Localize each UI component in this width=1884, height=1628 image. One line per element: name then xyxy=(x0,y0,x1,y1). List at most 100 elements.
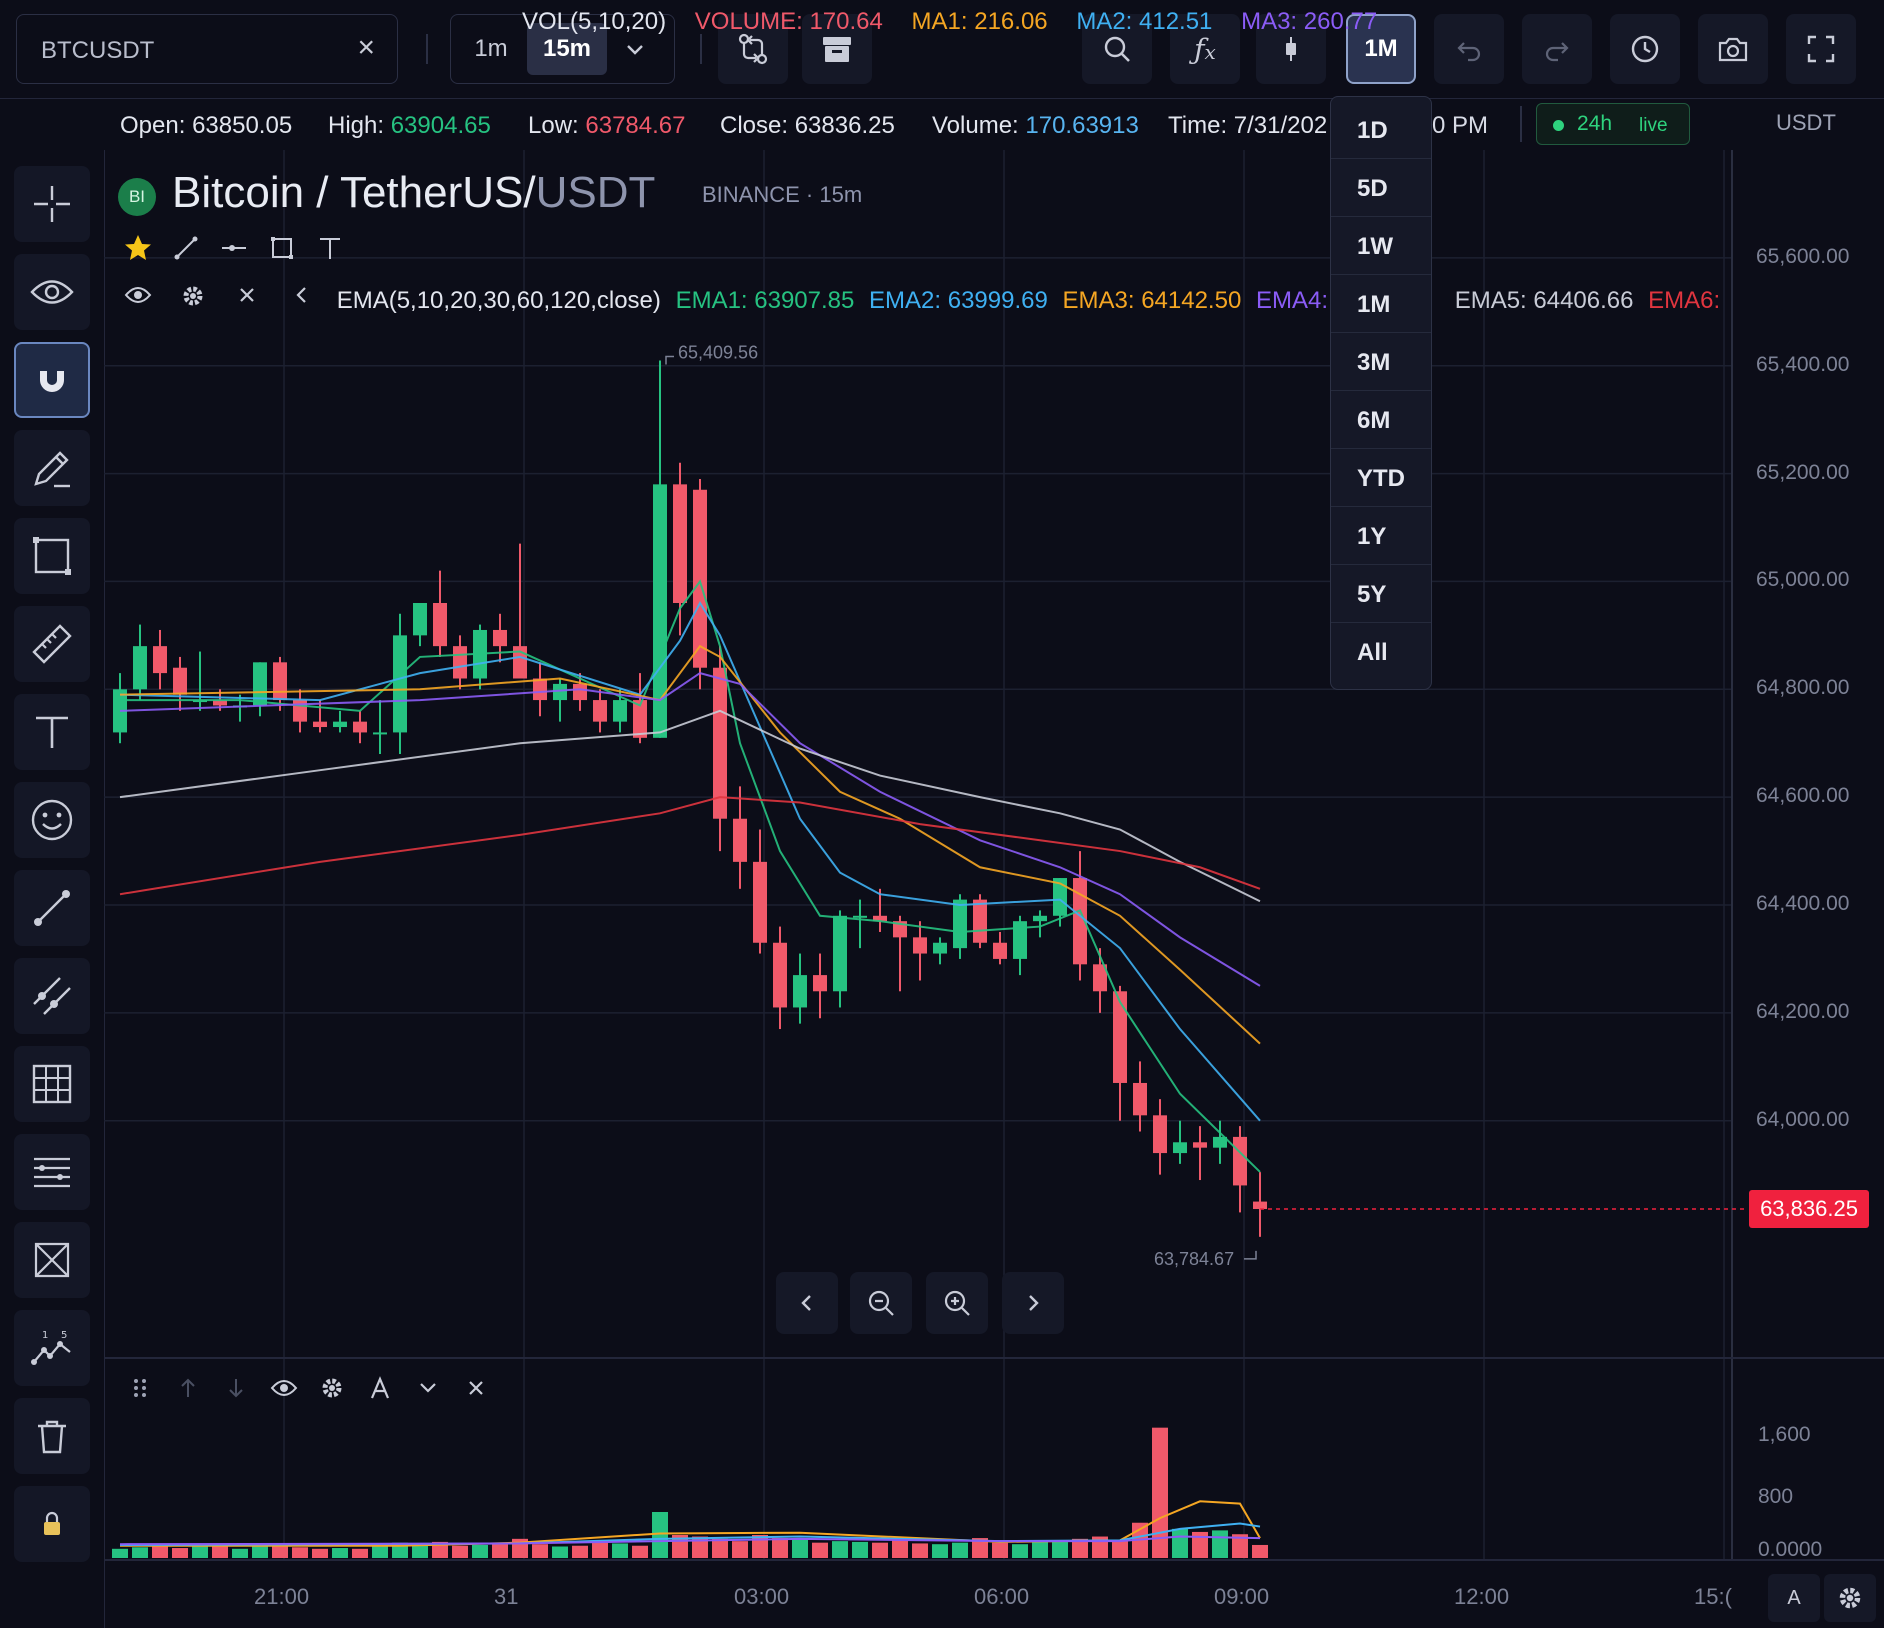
volume-bar xyxy=(252,1545,268,1558)
volume-indicator-header xyxy=(118,1364,1818,1410)
candle-body xyxy=(213,700,227,706)
volume-collapse-chevron-icon[interactable] xyxy=(408,1368,448,1408)
line-tool-icon[interactable] xyxy=(166,228,206,268)
grid-tool[interactable] xyxy=(14,1046,90,1122)
range-option-ytd[interactable]: YTD xyxy=(1331,449,1431,507)
range-1m-button[interactable]: 1M xyxy=(1346,14,1416,84)
volume-bar xyxy=(1032,1541,1048,1558)
rect-tool-icon[interactable] xyxy=(262,228,302,268)
max-price-annotation: 65,409.56 xyxy=(678,343,758,363)
move-up-arrow-icon[interactable] xyxy=(168,1368,208,1408)
candle-body xyxy=(873,915,887,922)
interval-1m-button[interactable]: 1m xyxy=(474,35,508,62)
volume-bar xyxy=(712,1538,728,1558)
visibility-tool[interactable] xyxy=(14,254,90,330)
pattern-tool[interactable] xyxy=(14,1222,90,1298)
candle-body xyxy=(733,818,747,862)
compare-symbol-button[interactable] xyxy=(718,14,788,84)
candle-body xyxy=(1033,915,1047,922)
range-option-5d[interactable]: 5D xyxy=(1331,159,1431,217)
emoji-tool[interactable] xyxy=(14,782,90,858)
candle-body xyxy=(253,662,267,706)
volume-bar xyxy=(1052,1541,1068,1558)
volume-auto-scale-icon[interactable] xyxy=(360,1368,400,1408)
history-button[interactable] xyxy=(1610,14,1680,84)
trend-line-tool[interactable] xyxy=(14,870,90,946)
range-option-1m[interactable]: 1M xyxy=(1331,275,1431,333)
drag-handle-icon[interactable] xyxy=(120,1368,160,1408)
scroll-right-button[interactable] xyxy=(1002,1272,1064,1334)
favorite-star-icon[interactable] xyxy=(118,228,158,268)
candle-body xyxy=(133,646,147,690)
ruler-tool[interactable] xyxy=(14,606,90,682)
camera-icon xyxy=(1718,37,1748,62)
lock-drawings-tool[interactable] xyxy=(14,1486,90,1562)
low-info: Low: 63784.67 xyxy=(528,112,685,140)
time-info: Time: 7/31/202 xyxy=(1168,112,1327,140)
parallel-channel-tool[interactable] xyxy=(14,958,90,1034)
text-tool[interactable] xyxy=(14,694,90,770)
chevron-down-icon[interactable] xyxy=(623,37,647,66)
undo-icon xyxy=(1457,42,1481,62)
range-option-1y[interactable]: 1Y xyxy=(1331,507,1431,565)
candle-body xyxy=(553,683,567,701)
volume-ma-line-ma3 xyxy=(119,1535,1261,1546)
clear-symbol-icon[interactable]: × xyxy=(357,31,375,64)
candle-body xyxy=(993,942,1007,959)
redo-button[interactable] xyxy=(1522,14,1592,84)
zoom-in-button[interactable] xyxy=(926,1272,988,1334)
ema-line-ema5 xyxy=(119,709,1261,903)
volume-bar xyxy=(272,1544,288,1558)
ema2-value: EMA2: 63999.69 xyxy=(869,287,1048,315)
range-option-1d[interactable]: 1D xyxy=(1331,101,1431,159)
time-axis-label: 21:00 xyxy=(254,1584,310,1609)
range-option-6m[interactable]: 6M xyxy=(1331,391,1431,449)
bitcoin-logo-icon: BI xyxy=(118,178,156,216)
live-status-badge[interactable]: 24h live xyxy=(1536,103,1690,145)
interval-15m-button[interactable]: 15m xyxy=(527,23,607,75)
magnet-tool[interactable] xyxy=(14,342,90,418)
chart-type-button[interactable] xyxy=(1256,14,1326,84)
symbol-text[interactable]: BTCUSDT xyxy=(41,37,155,64)
auto-scale-button[interactable]: A xyxy=(1768,1574,1820,1622)
fullscreen-button[interactable] xyxy=(1786,14,1856,84)
pencil-tool[interactable] xyxy=(14,430,90,506)
text-tool-icon[interactable] xyxy=(310,228,350,268)
volume-close-icon[interactable] xyxy=(456,1368,496,1408)
function-icon: ƒx xyxy=(1194,32,1216,66)
range-option-5y[interactable]: 5Y xyxy=(1331,565,1431,623)
ema-settings-gear-icon[interactable] xyxy=(173,284,213,320)
volume-bar xyxy=(912,1543,928,1558)
pair-name: Bitcoin / TetherUS/USDT xyxy=(172,168,655,218)
search-button[interactable] xyxy=(1082,14,1152,84)
crosshair-tool[interactable] xyxy=(14,166,90,242)
delete-drawings-tool[interactable] xyxy=(14,1398,90,1474)
volume-eye-icon[interactable] xyxy=(264,1368,304,1408)
zoom-out-button[interactable] xyxy=(850,1272,912,1334)
templates-button[interactable] xyxy=(802,14,872,84)
ema-eye-icon[interactable] xyxy=(118,284,158,320)
screenshot-button[interactable] xyxy=(1698,14,1768,84)
interval-selector[interactable]: 1m 15m xyxy=(450,14,675,84)
live-period: 24h xyxy=(1577,112,1613,135)
ema-collapse-chevron-left-icon[interactable] xyxy=(282,284,322,320)
range-option-all[interactable]: All xyxy=(1331,623,1431,681)
rectangle-tool[interactable] xyxy=(14,518,90,594)
volume-settings-gear-icon[interactable] xyxy=(312,1368,352,1408)
chart-settings-button[interactable] xyxy=(1824,1574,1876,1622)
range-option-1w[interactable]: 1W xyxy=(1331,217,1431,275)
horizontal-line-icon[interactable] xyxy=(214,228,254,268)
symbol-search-field[interactable]: BTCUSDT × xyxy=(16,14,398,84)
indicators-button[interactable]: ƒx xyxy=(1170,14,1240,84)
range-option-3m[interactable]: 3M xyxy=(1331,333,1431,391)
scroll-left-button[interactable] xyxy=(776,1272,838,1334)
move-down-arrow-icon[interactable] xyxy=(216,1368,256,1408)
ema-close-icon[interactable] xyxy=(227,284,267,320)
quote-currency[interactable]: USDT xyxy=(1776,110,1836,135)
fib-levels-tool[interactable] xyxy=(14,1134,90,1210)
candle-body xyxy=(1113,991,1127,1083)
undo-button[interactable] xyxy=(1434,14,1504,84)
clock-icon xyxy=(1631,35,1659,63)
